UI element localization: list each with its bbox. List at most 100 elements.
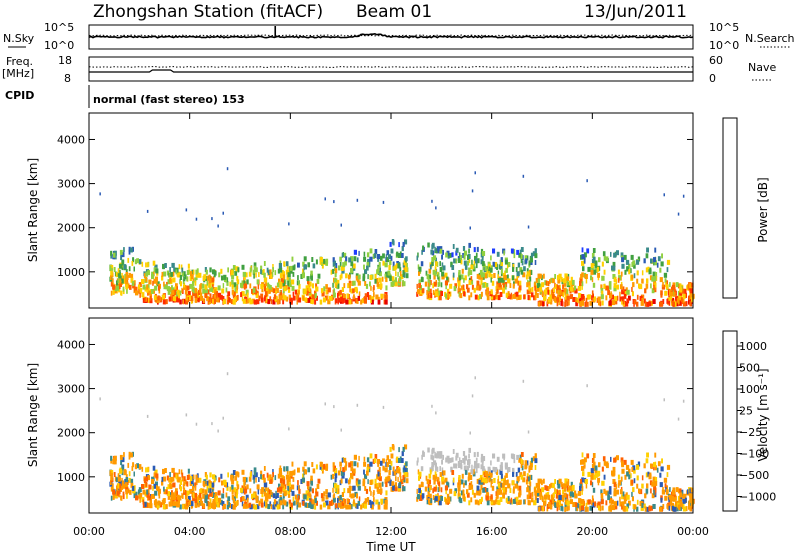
velocity-cell	[592, 487, 596, 493]
power-cell	[189, 276, 193, 281]
time-tick-label: 16:00	[476, 525, 508, 538]
power-cell	[654, 272, 658, 277]
velocity-cell	[473, 465, 476, 471]
power-cell	[600, 284, 603, 290]
power-cell	[348, 274, 351, 280]
velocity-cell	[540, 488, 542, 494]
velocity-cell	[168, 501, 172, 507]
power-cell	[531, 286, 534, 292]
power-cell	[207, 289, 210, 295]
power-cell	[146, 287, 150, 293]
power-cell	[382, 200, 385, 204]
power-cell	[664, 278, 667, 284]
velocity-cell	[208, 501, 211, 507]
velocity-cell	[151, 479, 155, 484]
velocity-cell	[242, 476, 246, 482]
power-cell	[526, 255, 529, 261]
power-cell	[392, 280, 395, 286]
power-cell	[132, 281, 135, 286]
power-cell	[298, 280, 300, 286]
power-cell	[377, 266, 380, 272]
power-cell	[304, 264, 307, 270]
power-cell	[488, 272, 491, 278]
power-cell	[337, 292, 339, 298]
power-cell	[526, 271, 529, 277]
range-tick-label: 2000	[57, 427, 85, 440]
velocity-cell	[205, 481, 208, 486]
velocity-cell	[633, 504, 637, 510]
velocity-cell	[246, 503, 249, 509]
velocity-cell	[389, 465, 392, 470]
velocity-cell	[352, 468, 356, 474]
velocity-cell	[471, 464, 473, 470]
velocity-cell	[441, 459, 443, 465]
power-cell	[332, 261, 335, 267]
velocity-cell	[446, 481, 449, 487]
power-cell	[494, 294, 497, 300]
velocity-cell	[428, 499, 432, 505]
power-cell	[285, 269, 289, 275]
velocity-cell	[378, 482, 382, 488]
power-cell	[369, 275, 373, 280]
power-cell	[620, 252, 624, 258]
velocity-cell	[558, 505, 560, 511]
power-cell	[585, 297, 588, 303]
power-cell	[200, 283, 203, 289]
power-cell	[451, 265, 455, 270]
power-cell	[538, 273, 542, 279]
velocity-cell	[433, 486, 437, 492]
velocity-cell	[497, 482, 501, 488]
power-cell	[153, 267, 157, 273]
velocity-cell	[529, 462, 533, 468]
power-cell	[292, 295, 296, 301]
power-cell	[499, 292, 503, 297]
velocity-cell	[612, 466, 616, 472]
velocity-cell	[613, 457, 617, 463]
power-cell	[457, 281, 461, 287]
power-cell	[519, 249, 522, 255]
velocity-cell	[226, 504, 229, 510]
power-cell	[109, 264, 114, 270]
velocity-cell	[628, 468, 631, 474]
velocity-cell	[352, 493, 355, 499]
velocity-cell	[120, 460, 123, 466]
velocity-cell	[335, 503, 338, 509]
power-cell	[431, 242, 435, 248]
power-ylabel: Slant Range [km]	[26, 158, 40, 262]
power-cell	[480, 291, 483, 297]
velocity-cell	[270, 478, 273, 484]
velocity-cell	[528, 474, 533, 480]
power-cell	[476, 246, 479, 252]
velocity-cell	[153, 476, 155, 482]
power-cell	[625, 301, 629, 307]
power-cell	[156, 280, 158, 286]
power-cell	[214, 289, 217, 295]
power-cell	[176, 289, 180, 295]
velocity-ylabel: Slant Range [km]	[26, 363, 40, 467]
velocity-cell	[270, 504, 273, 510]
power-cell	[126, 288, 128, 294]
velocity-cell	[547, 486, 550, 492]
velocity-cell	[526, 487, 530, 493]
velocity-cell	[632, 487, 635, 493]
velocity-cell	[252, 492, 256, 498]
velocity-cell	[398, 482, 402, 488]
power-cell	[190, 271, 193, 277]
velocity-cell	[186, 481, 189, 487]
power-cell	[241, 296, 244, 302]
velocity-cell	[199, 492, 202, 498]
velocity-cell	[129, 452, 133, 458]
power-cell	[463, 277, 465, 283]
velocity-cell	[513, 458, 516, 464]
power-cell	[270, 285, 272, 290]
velocity-cell	[477, 500, 480, 506]
power-cell	[172, 289, 177, 295]
velocity-cell	[528, 465, 531, 471]
velocity-cell	[197, 502, 200, 508]
velocity-cell	[603, 460, 606, 466]
velocity-cell	[348, 488, 351, 493]
velocity-cell	[452, 477, 455, 483]
power-cell	[432, 283, 434, 289]
velocity-cell	[548, 502, 551, 507]
power-cell	[391, 276, 395, 282]
